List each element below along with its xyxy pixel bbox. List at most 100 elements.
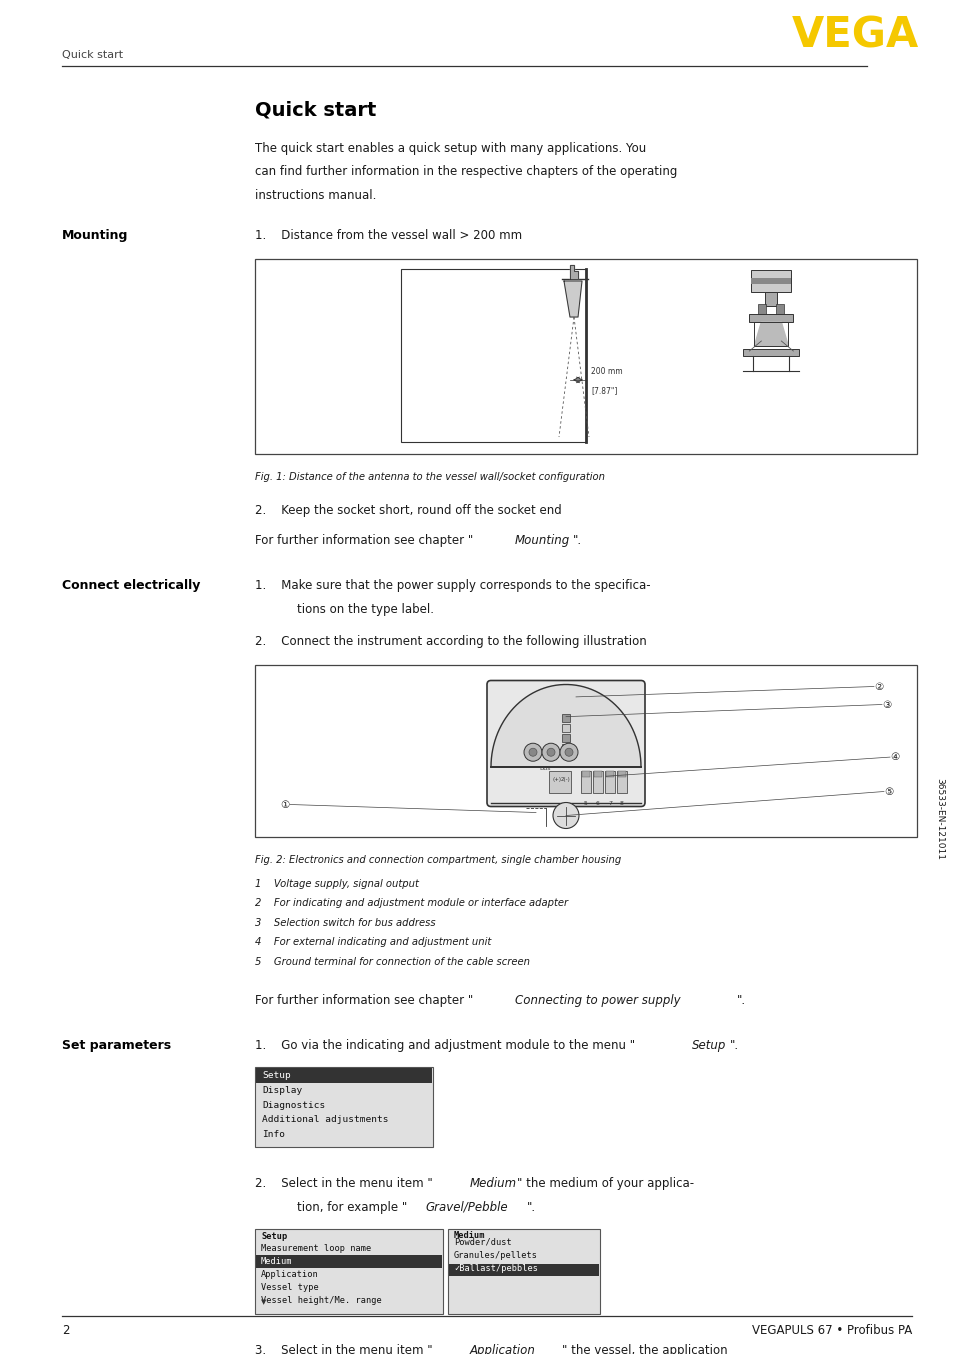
Text: Connecting to power supply: Connecting to power supply (515, 994, 679, 1007)
Bar (449, 1263, 598, 1277)
Text: For further information see chapter ": For further information see chapter " (254, 994, 473, 1007)
Text: 1.    Go via the indicating and adjustment module to the menu ": 1. Go via the indicating and adjustment … (254, 1039, 635, 1052)
Text: VEGAPULS 67 • Profibus PA: VEGAPULS 67 • Profibus PA (751, 1324, 911, 1336)
Text: Vessel type: Vessel type (261, 1282, 318, 1292)
Text: [7.87"]: [7.87"] (590, 386, 617, 395)
Text: instructions manual.: instructions manual. (254, 190, 376, 202)
Text: Measurement loop name: Measurement loop name (261, 1244, 371, 1254)
Text: ④: ④ (889, 751, 899, 762)
Text: The quick start enables a quick setup with many applications. You: The quick start enables a quick setup wi… (254, 142, 645, 154)
Text: Granules/pellets: Granules/pellets (454, 1251, 537, 1259)
Circle shape (564, 749, 573, 757)
Bar (561, 734, 569, 742)
Text: 5: 5 (583, 802, 587, 806)
Text: ⑤: ⑤ (883, 787, 893, 796)
Polygon shape (569, 265, 578, 279)
Text: 2(-): 2(-) (560, 777, 570, 781)
Circle shape (523, 743, 541, 761)
Text: Application: Application (470, 1343, 536, 1354)
Text: 6: 6 (596, 802, 599, 806)
Circle shape (529, 749, 537, 757)
Text: ".: ". (737, 994, 745, 1007)
Text: can find further information in the respective chapters of the operating: can find further information in the resp… (254, 165, 677, 179)
Text: Connect electrically: Connect electrically (62, 580, 200, 592)
Text: Fig. 1: Distance of the antenna to the vessel wall/socket configuration: Fig. 1: Distance of the antenna to the v… (254, 473, 604, 482)
FancyBboxPatch shape (486, 681, 644, 807)
Bar (254, 665, 916, 837)
Text: VEGA: VEGA (791, 14, 918, 56)
Text: Setup: Setup (262, 1071, 291, 1080)
Text: ②: ② (874, 681, 882, 692)
Bar (751, 278, 791, 284)
Polygon shape (754, 322, 787, 347)
Text: Vessel height/Me. range: Vessel height/Me. range (261, 1296, 381, 1304)
Text: tion, for example ": tion, for example " (296, 1201, 407, 1213)
Text: Powder/dust: Powder/dust (454, 1238, 511, 1247)
Text: 3.    Select in the menu item ": 3. Select in the menu item " (254, 1343, 432, 1354)
Text: ✓Ballast/pebbles: ✓Ballast/pebbles (454, 1263, 537, 1273)
Text: ".: ". (526, 1201, 536, 1213)
Text: 2: 2 (62, 1324, 70, 1336)
Text: Medium: Medium (470, 1177, 517, 1190)
Bar (617, 772, 626, 793)
Text: 3    Selection switch for bus address: 3 Selection switch for bus address (254, 918, 436, 927)
Text: ①: ① (280, 799, 290, 810)
Text: Info: Info (262, 1131, 285, 1139)
Text: Diagnostics: Diagnostics (262, 1101, 325, 1109)
Text: 2.    Keep the socket short, round off the socket end: 2. Keep the socket short, round off the … (254, 504, 561, 517)
Text: 1    Voltage supply, signal output: 1 Voltage supply, signal output (254, 879, 418, 888)
Circle shape (559, 743, 578, 761)
Text: 2    For indicating and adjustment module or interface adapter: 2 For indicating and adjustment module o… (254, 898, 568, 909)
Bar (255, 1068, 432, 1083)
Bar (748, 314, 793, 322)
Bar (593, 772, 602, 793)
Bar (604, 772, 615, 793)
Polygon shape (491, 685, 640, 768)
Text: Medium: Medium (261, 1257, 293, 1266)
Bar (400, 269, 585, 441)
Text: Gravel/Pebble: Gravel/Pebble (424, 1201, 507, 1213)
Text: ".: ". (729, 1039, 739, 1052)
Bar (605, 772, 614, 777)
Text: ".: ". (573, 533, 581, 547)
Text: 2.    Select in the menu item ": 2. Select in the menu item " (254, 1177, 433, 1190)
Text: tions on the type label.: tions on the type label. (296, 603, 434, 616)
Text: Medium: Medium (454, 1231, 485, 1239)
Text: Application: Application (261, 1270, 318, 1280)
Bar (580, 772, 590, 793)
Bar (255, 1255, 441, 1267)
Bar (254, 1067, 433, 1147)
Bar (751, 269, 791, 292)
Text: Fig. 2: Electronics and connection compartment, single chamber housing: Fig. 2: Electronics and connection compa… (254, 854, 620, 864)
Text: Mounting: Mounting (62, 229, 129, 242)
Bar (561, 743, 569, 751)
Text: 200 mm: 200 mm (590, 367, 622, 376)
Text: For further information see chapter ": For further information see chapter " (254, 533, 473, 547)
Text: 4    For external indicating and adjustment unit: 4 For external indicating and adjustment… (254, 937, 491, 946)
Text: 8: 8 (619, 802, 623, 806)
Text: Mounting: Mounting (515, 533, 570, 547)
Circle shape (553, 803, 578, 829)
Text: Setup: Setup (691, 1039, 725, 1052)
Text: Display: Display (262, 1086, 302, 1095)
Text: 2.    Connect the instrument according to the following illustration: 2. Connect the instrument according to t… (254, 635, 646, 647)
Bar (561, 714, 569, 722)
Circle shape (546, 749, 555, 757)
Bar (742, 349, 799, 356)
Bar (758, 305, 765, 315)
Text: 36533-EN-121011: 36533-EN-121011 (935, 779, 943, 860)
Text: Setup: Setup (261, 1232, 287, 1240)
Text: ▼: ▼ (261, 1300, 266, 1305)
Text: Quick start: Quick start (254, 100, 376, 119)
Bar (764, 292, 777, 306)
Text: 5    Ground terminal for connection of the cable screen: 5 Ground terminal for connection of the … (254, 956, 530, 967)
Bar (581, 772, 589, 777)
Text: 1.    Distance from the vessel wall > 200 mm: 1. Distance from the vessel wall > 200 m… (254, 229, 521, 242)
Text: Set parameters: Set parameters (62, 1039, 171, 1052)
Bar (254, 1228, 442, 1313)
Text: " the medium of your applica-: " the medium of your applica- (517, 1177, 694, 1190)
Text: 7: 7 (607, 802, 612, 806)
Bar (618, 772, 625, 777)
Text: Bus: Bus (538, 766, 550, 772)
Polygon shape (563, 282, 581, 317)
